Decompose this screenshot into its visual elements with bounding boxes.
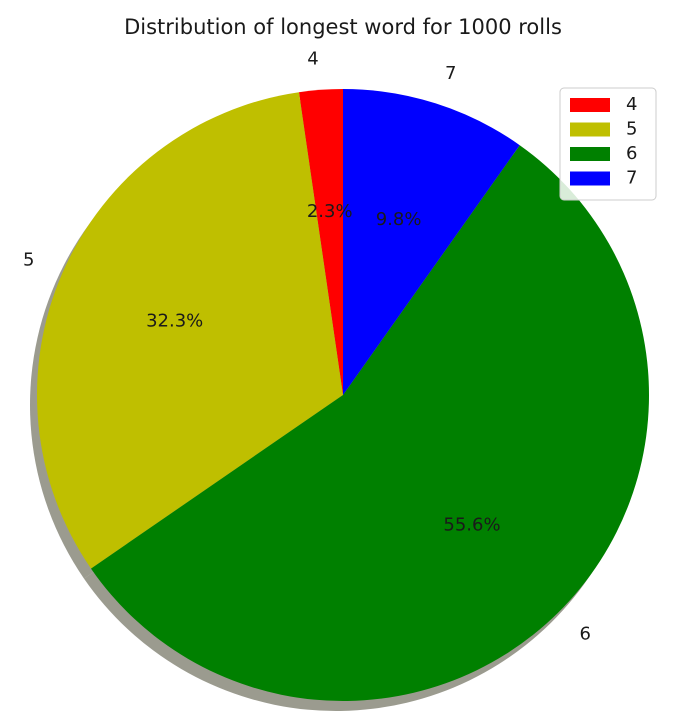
legend-swatch-4 <box>570 98 610 112</box>
category-label-6: 6 <box>580 624 591 645</box>
legend-swatch-7 <box>570 171 610 186</box>
legend: 4 5 6 7 <box>559 87 657 201</box>
chart-title: Distribution of longest word for 1000 ro… <box>124 15 562 39</box>
pie-slice-6 <box>91 145 650 702</box>
category-labels: 4 5 6 7 <box>23 48 591 644</box>
percent-label-6: 55.6% <box>443 515 500 536</box>
pie-slices <box>37 89 650 702</box>
legend-label-5: 5 <box>626 119 637 140</box>
pie-slice-7 <box>343 89 520 395</box>
legend-swatch-6 <box>570 147 610 161</box>
legend-label-4: 4 <box>626 94 637 115</box>
pie-slice-5 <box>37 92 344 569</box>
percent-label-5: 32.3% <box>146 311 203 332</box>
category-label-4: 4 <box>307 48 318 69</box>
legend-label-6: 6 <box>626 143 637 164</box>
category-label-5: 5 <box>23 249 34 270</box>
legend-label-7: 7 <box>626 168 637 189</box>
pie-slice-4 <box>298 89 343 395</box>
percent-label-7: 9.8% <box>376 209 422 230</box>
category-label-7: 7 <box>445 63 456 84</box>
percent-labels: 2.3% 32.3% 55.6% 9.8% <box>146 201 500 536</box>
legend-swatch-5 <box>570 122 610 137</box>
percent-label-4: 2.3% <box>307 201 353 222</box>
